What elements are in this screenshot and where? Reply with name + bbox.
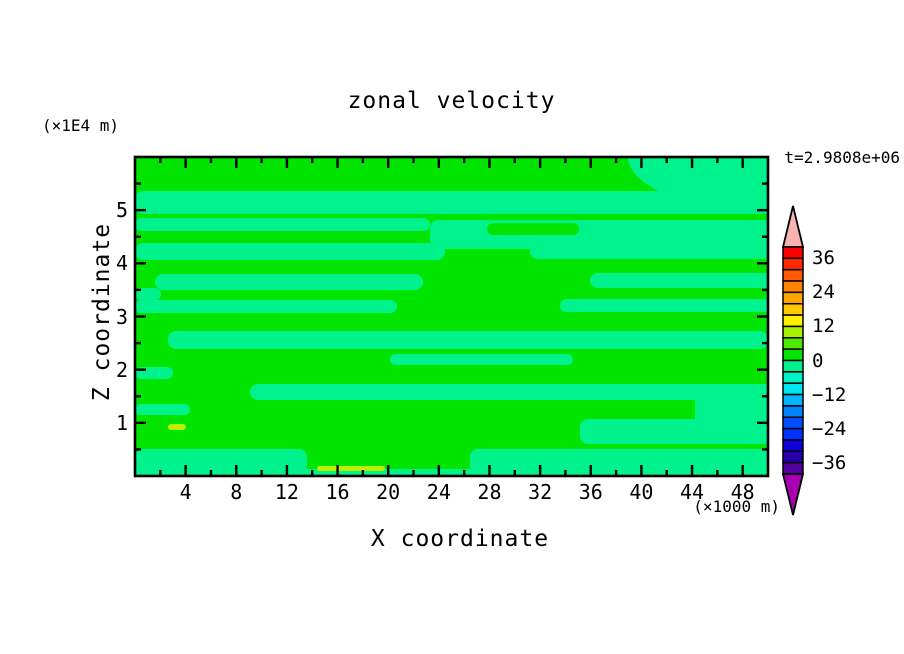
colorbar-segment <box>782 461 804 475</box>
colorbar-segment <box>782 371 804 384</box>
colorbar-segment <box>782 325 804 339</box>
contour-region <box>250 384 768 400</box>
colorbar-segment <box>782 439 804 453</box>
contour-region <box>168 331 768 349</box>
colorbar-segment <box>782 280 804 294</box>
x-tick-label: 40 <box>629 480 654 504</box>
x-tick-label: 24 <box>426 480 451 504</box>
colorbar-segment <box>782 337 804 350</box>
colorbar-over-arrow <box>781 205 805 248</box>
contour-region <box>487 223 579 235</box>
x-tick-label: 4 <box>179 480 192 504</box>
x-tick-label: 48 <box>730 480 755 504</box>
colorbar-segment <box>782 382 804 396</box>
contour-region <box>135 469 768 476</box>
x-axis-title: X coordinate <box>370 526 550 552</box>
colorbar-segment <box>782 359 804 373</box>
plot-border <box>133 155 770 478</box>
z-axis-unit-label: (×1E4 m) <box>42 116 120 135</box>
x-tick-label: 8 <box>230 480 243 504</box>
colorbar-segment <box>782 314 804 328</box>
contour-region <box>695 395 768 427</box>
z-tick-label: 2 <box>115 357 128 382</box>
colorbar-label: −12 <box>812 383 847 406</box>
plot-title: zonal velocity <box>347 88 556 114</box>
contour-region <box>560 299 768 312</box>
colorbar-segment <box>782 291 804 305</box>
contour-region <box>135 243 445 260</box>
colorbar-segment <box>782 257 804 271</box>
z-tick-label: 5 <box>115 198 128 223</box>
colorbar-segment <box>782 427 804 441</box>
colorbar-label: 24 <box>812 281 835 304</box>
contour-region <box>135 218 430 231</box>
colorbar-segment <box>782 450 804 464</box>
x-tick-label: 44 <box>679 480 705 504</box>
z-tick-label: 4 <box>115 251 128 276</box>
colorbar-label: 0 <box>812 349 824 372</box>
contour-region <box>135 191 768 214</box>
x-tick-label: 36 <box>578 480 603 504</box>
colorbar-segment <box>782 246 804 260</box>
x-axis-unit-label: (×1000 m) <box>693 497 780 516</box>
contour-region <box>590 273 768 288</box>
colorbar-segment <box>782 416 804 430</box>
contour-region <box>317 466 385 471</box>
colorbar-under-arrow <box>781 473 805 516</box>
colorbar-segment <box>782 393 804 407</box>
x-tick-label: 32 <box>528 480 553 504</box>
x-tick-label: 12 <box>274 480 299 504</box>
contour-region <box>135 288 161 300</box>
colorbar-label: 36 <box>812 247 835 270</box>
colorbar-segment <box>782 405 804 418</box>
time-step-label: t=2.9808e+06 <box>784 148 900 167</box>
colorbar-segment <box>782 268 804 282</box>
colorbar-label: −24 <box>812 417 847 440</box>
z-tick-label: 1 <box>115 410 128 435</box>
x-tick-label: 20 <box>376 480 401 504</box>
x-tick-label: 28 <box>477 480 502 504</box>
contour-region <box>135 300 397 313</box>
colorbar-segment <box>782 348 804 362</box>
contour-field <box>135 157 768 476</box>
colorbar-label: −36 <box>812 451 847 474</box>
colorbar-label: 12 <box>812 315 835 338</box>
contour-region <box>168 424 186 430</box>
x-tick-label: 16 <box>325 480 350 504</box>
contour-region <box>580 419 768 444</box>
contour-region <box>430 220 768 249</box>
colorbar-segment <box>782 303 804 316</box>
contour-region <box>530 245 768 259</box>
contour-region <box>155 274 423 290</box>
contour-region <box>135 404 190 415</box>
contour-region <box>390 354 573 365</box>
z-tick-label: 3 <box>115 304 128 329</box>
